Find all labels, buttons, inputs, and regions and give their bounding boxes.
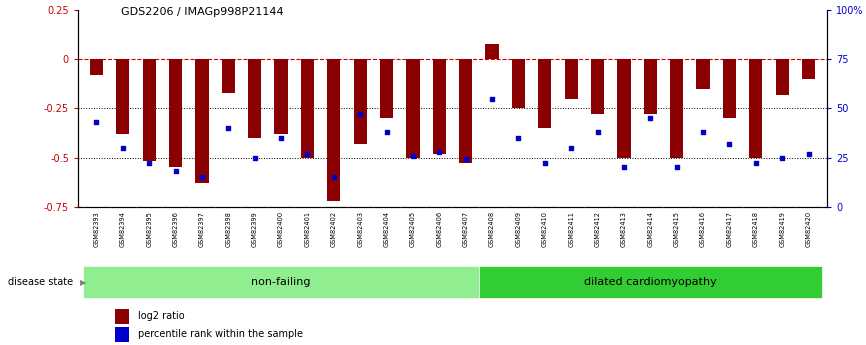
Text: GSM82411: GSM82411 <box>568 211 574 247</box>
Text: dilated cardiomyopathy: dilated cardiomyopathy <box>584 277 717 287</box>
Point <box>89 119 103 125</box>
Point <box>775 155 789 160</box>
Bar <box>723 59 736 118</box>
Text: GSM82419: GSM82419 <box>779 211 785 247</box>
Point <box>222 125 236 131</box>
Bar <box>380 59 393 118</box>
Bar <box>459 59 472 164</box>
Bar <box>802 59 815 79</box>
Point <box>326 174 340 180</box>
Bar <box>749 59 762 158</box>
Text: disease state: disease state <box>9 277 74 287</box>
Point <box>591 129 604 135</box>
Bar <box>222 59 235 93</box>
Text: GSM82404: GSM82404 <box>384 211 390 247</box>
Point <box>406 153 420 158</box>
Bar <box>406 59 419 158</box>
Point <box>749 161 763 166</box>
Text: GDS2206 / IMAGp998P21144: GDS2206 / IMAGp998P21144 <box>121 7 284 17</box>
Point <box>459 157 473 162</box>
Bar <box>115 309 129 324</box>
Text: GSM82403: GSM82403 <box>357 211 363 247</box>
Text: GSM82402: GSM82402 <box>331 211 337 247</box>
Bar <box>301 59 314 158</box>
Point <box>248 155 262 160</box>
Bar <box>275 59 288 134</box>
Text: GSM82420: GSM82420 <box>805 211 811 247</box>
Bar <box>115 327 129 342</box>
Point <box>722 141 736 147</box>
Bar <box>617 59 630 158</box>
Text: GSM82394: GSM82394 <box>120 211 126 247</box>
Text: GSM82405: GSM82405 <box>410 211 416 247</box>
Bar <box>169 59 182 167</box>
Text: GSM82414: GSM82414 <box>647 211 653 247</box>
Bar <box>486 44 499 59</box>
Bar <box>90 59 103 75</box>
Point <box>802 151 816 156</box>
Bar <box>143 59 156 161</box>
Point <box>696 129 710 135</box>
Point <box>669 165 683 170</box>
Text: GSM82417: GSM82417 <box>727 211 733 247</box>
Point <box>379 129 393 135</box>
Point <box>512 135 526 141</box>
Text: GSM82413: GSM82413 <box>621 211 627 247</box>
Bar <box>696 59 709 89</box>
Bar <box>433 59 446 154</box>
Text: GSM82407: GSM82407 <box>462 211 469 247</box>
Text: GSM82415: GSM82415 <box>674 211 680 247</box>
Bar <box>643 59 657 114</box>
Bar <box>565 59 578 99</box>
Point <box>142 161 156 166</box>
Bar <box>538 59 552 128</box>
Bar <box>196 59 209 183</box>
Text: GSM82397: GSM82397 <box>199 211 205 247</box>
Bar <box>327 59 340 201</box>
Text: GSM82398: GSM82398 <box>225 211 231 247</box>
Bar <box>248 59 262 138</box>
Text: GSM82400: GSM82400 <box>278 211 284 247</box>
Text: GSM82393: GSM82393 <box>94 211 100 247</box>
Text: GSM82395: GSM82395 <box>146 211 152 247</box>
Bar <box>353 59 367 144</box>
Text: GSM82410: GSM82410 <box>542 211 548 247</box>
Text: GSM82396: GSM82396 <box>172 211 178 247</box>
Point <box>116 145 130 150</box>
Point <box>195 174 209 180</box>
Point <box>538 161 552 166</box>
Bar <box>591 59 604 114</box>
Point <box>432 149 446 154</box>
Point <box>353 111 367 117</box>
Bar <box>512 59 525 108</box>
Text: GSM82409: GSM82409 <box>515 211 521 247</box>
Text: GSM82406: GSM82406 <box>436 211 443 247</box>
Bar <box>670 59 683 158</box>
Text: GSM82399: GSM82399 <box>252 211 258 247</box>
Text: non-failing: non-failing <box>251 277 311 287</box>
Text: percentile rank within the sample: percentile rank within the sample <box>138 329 303 339</box>
Bar <box>116 59 129 134</box>
Point <box>643 116 657 121</box>
Point <box>169 168 183 174</box>
Point <box>617 165 630 170</box>
Text: GSM82401: GSM82401 <box>305 211 310 247</box>
Text: GSM82408: GSM82408 <box>489 211 495 247</box>
Bar <box>479 266 822 298</box>
Text: ▶: ▶ <box>80 277 87 287</box>
Point <box>301 151 314 156</box>
Point <box>275 135 288 141</box>
Text: GSM82412: GSM82412 <box>595 211 600 247</box>
Text: GSM82416: GSM82416 <box>700 211 706 247</box>
Text: GSM82418: GSM82418 <box>753 211 759 247</box>
Point <box>485 96 499 101</box>
Bar <box>83 266 479 298</box>
Point <box>565 145 578 150</box>
Text: log2 ratio: log2 ratio <box>138 311 184 321</box>
Bar <box>776 59 789 95</box>
